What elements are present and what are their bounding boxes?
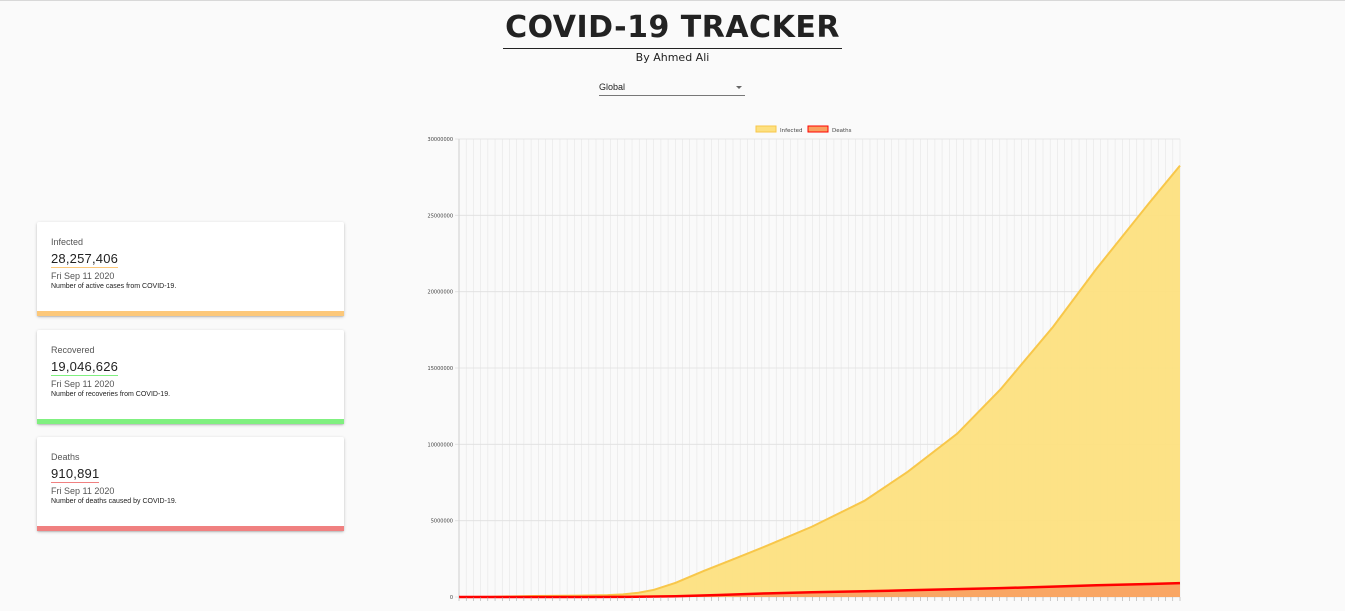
series-area-infected xyxy=(459,165,1180,597)
card-label: Infected xyxy=(51,237,84,247)
card-label: Deaths xyxy=(51,452,80,462)
card-date: Fri Sep 11 2020 xyxy=(51,379,115,389)
card-color-bar xyxy=(37,311,344,316)
series-line-infected xyxy=(458,164,1181,598)
card-date: Fri Sep 11 2020 xyxy=(51,486,115,496)
chart-container: 0 5000000 10000000 15000000 20000000 25000000… xyxy=(420,118,1190,606)
dropdown-arrow-icon xyxy=(736,86,742,89)
series-area-deaths xyxy=(459,583,1180,597)
country-select-value: Global xyxy=(599,82,626,92)
y-tick-label: 15000000 xyxy=(428,366,453,372)
y-tick-label: 10000000 xyxy=(428,442,453,448)
card-value: 28,257,406 xyxy=(51,251,119,268)
y-tick-label: 0 xyxy=(450,595,453,601)
card-description: Number of active cases from COVID-19. xyxy=(51,283,177,290)
card-color-bar xyxy=(37,526,344,531)
card-value: 910,891 xyxy=(51,466,100,483)
deaths-card: Deaths 910,891 Fri Sep 11 2020 Number of… xyxy=(37,437,344,531)
top-border xyxy=(0,0,1345,1)
page-title: COVID-19 TRACKER xyxy=(503,10,842,49)
legend-label-infected: Infected xyxy=(780,128,802,134)
card-date: Fri Sep 11 2020 xyxy=(51,271,115,281)
card-description: Number of deaths caused by COVID-19. xyxy=(51,498,177,505)
country-select[interactable]: Global xyxy=(599,80,745,96)
header: COVID-19 TRACKER By Ahmed Ali xyxy=(0,10,1345,64)
legend-swatch-deaths xyxy=(807,125,829,133)
recovered-card: Recovered 19,046,626 Fri Sep 11 2020 Num… xyxy=(37,330,344,424)
y-tick-label: 5000000 xyxy=(431,519,453,525)
page-subtitle: By Ahmed Ali xyxy=(635,51,710,64)
legend-swatch-infected xyxy=(755,125,777,133)
infected-card: Infected 28,257,406 Fri Sep 11 2020 Numb… xyxy=(37,222,344,316)
card-label: Recovered xyxy=(51,345,95,355)
y-tick-label: 20000000 xyxy=(428,290,453,296)
card-description: Number of recoveries from COVID-19. xyxy=(51,391,171,398)
y-tick-label: 25000000 xyxy=(428,213,453,219)
series-line-deaths xyxy=(458,581,1181,599)
line-chart: 0 5000000 10000000 15000000 20000000 25000000… xyxy=(428,125,1181,601)
y-tick-label: 30000000 xyxy=(428,137,453,143)
legend-label-deaths: Deaths xyxy=(832,128,852,134)
card-color-bar xyxy=(37,419,344,424)
card-value: 19,046,626 xyxy=(51,359,119,376)
